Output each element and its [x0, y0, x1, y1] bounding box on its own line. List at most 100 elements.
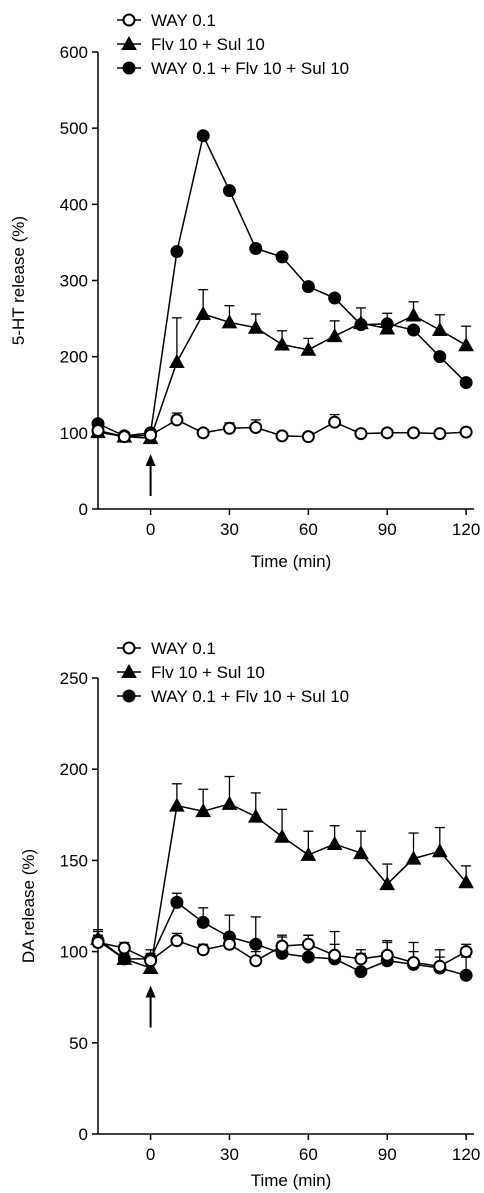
y-axis-title: DA release (%) [19, 849, 38, 963]
x-tick-label: 0 [146, 520, 155, 539]
data-point [353, 315, 369, 330]
data-point [379, 876, 396, 891]
y-tick-label: 200 [60, 760, 88, 779]
legend-label: Flv 10 + Sul 10 [151, 35, 265, 54]
data-point [458, 874, 474, 889]
data-point [221, 314, 238, 329]
data-point [301, 937, 315, 951]
legend-marker [122, 689, 136, 703]
data-point [222, 421, 236, 435]
data-point [91, 935, 105, 949]
data-point [117, 430, 131, 444]
y-tick-label: 50 [69, 1034, 88, 1053]
y-tick-label: 600 [60, 43, 88, 62]
x-axis-title: Time (min) [251, 1171, 332, 1190]
legend-item: Flv 10 + Sul 10 [117, 663, 265, 682]
data-point [380, 948, 394, 962]
data-point [196, 426, 210, 440]
data-point [459, 968, 473, 982]
data-point [328, 415, 342, 429]
data-point [407, 956, 421, 970]
series-1 [91, 412, 473, 444]
data-point [196, 129, 210, 143]
legend-label: WAY 0.1 + Flv 10 + Sul 10 [151, 59, 349, 78]
x-tick-label: 60 [299, 1145, 318, 1164]
x-tick-label: 90 [378, 520, 397, 539]
data-point [301, 950, 315, 964]
data-point [300, 341, 317, 356]
data-point [379, 320, 396, 335]
legend-item: WAY 0.1 + Flv 10 + Sul 10 [117, 59, 349, 78]
data-point [249, 421, 263, 435]
data-point [301, 280, 315, 294]
data-point [275, 429, 289, 443]
data-point [170, 413, 184, 427]
data-point [275, 250, 289, 264]
data-point [380, 426, 394, 440]
y-tick-label: 300 [60, 272, 88, 291]
legend-marker [122, 13, 136, 27]
x-tick-label: 30 [220, 520, 239, 539]
administration-arrow [145, 985, 156, 1028]
y-tick-label: 400 [60, 195, 88, 214]
legend-label: WAY 0.1 [151, 639, 216, 658]
y-tick-label: 100 [60, 943, 88, 962]
data-point [354, 965, 368, 979]
data-point [354, 952, 368, 966]
data-point [221, 795, 238, 810]
data-point [169, 353, 185, 368]
data-point [142, 959, 159, 975]
data-point [431, 321, 448, 337]
data-point [91, 424, 105, 438]
y-tick-label: 0 [79, 1125, 88, 1144]
data-point [458, 337, 474, 352]
arrow-head [145, 453, 156, 466]
chart-panel-2: 0 50 100 150 200 250 0 30 60 90 120 Time (min) DA re… [19, 639, 480, 1190]
y-tick-label: 150 [60, 851, 88, 870]
data-point [405, 850, 422, 865]
y-tick-label: 500 [60, 119, 88, 138]
data-point [195, 305, 212, 321]
data-point [328, 291, 342, 305]
data-point [196, 943, 210, 957]
data-point [247, 319, 264, 334]
legend-label: WAY 0.1 + Flv 10 + Sul 10 [151, 687, 349, 706]
data-point [117, 941, 131, 955]
data-point [431, 843, 448, 858]
data-point [275, 939, 289, 953]
x-tick-label: 90 [378, 1145, 397, 1164]
data-point [247, 808, 264, 823]
data-point [170, 245, 184, 259]
data-point [274, 828, 290, 843]
data-point [195, 803, 212, 818]
data-point [433, 427, 447, 441]
x-tick-label: 60 [299, 520, 318, 539]
y-tick-label: 250 [60, 669, 88, 688]
administration-arrow [145, 453, 156, 496]
legend: WAY 0.1 Flv 10 + Sul 10 WAY 0.1 + Flv 10 +… [117, 639, 349, 706]
legend: WAY 0.1 Flv 10 + Sul 10 WAY 0.1 + Flv 10 +… [117, 11, 349, 78]
data-point [459, 425, 473, 439]
series-3 [91, 129, 473, 443]
series-2 [90, 288, 474, 445]
chart-panel-1: 0 100 200 300 400 500 600 0 30 60 90 120 Time (min) 5… [9, 11, 480, 571]
legend-item: Flv 10 + Sul 10 [117, 35, 265, 54]
x-tick-label: 0 [146, 1145, 155, 1164]
data-point [459, 376, 473, 390]
series-2 [90, 775, 474, 975]
data-point [170, 934, 184, 948]
legend-label: Flv 10 + Sul 10 [151, 663, 265, 682]
legend-marker [122, 641, 136, 655]
data-point [326, 328, 343, 343]
data-point [222, 937, 236, 951]
data-point [196, 915, 210, 929]
data-point [144, 954, 158, 968]
x-axis-title: Time (min) [251, 552, 332, 571]
series-1 [91, 932, 473, 973]
data-point [354, 427, 368, 441]
data-point [353, 845, 369, 860]
arrow-head [145, 985, 156, 998]
data-point [249, 242, 263, 256]
legend-marker [122, 61, 136, 75]
